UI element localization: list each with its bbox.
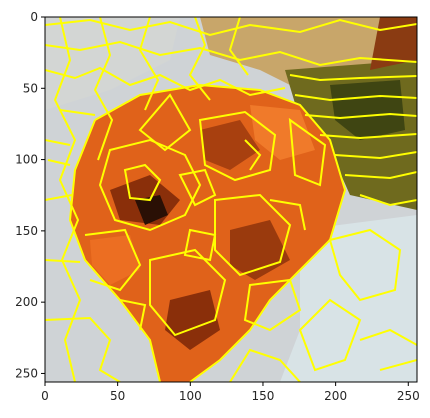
pale-top-left-region: [45, 17, 180, 110]
segmentation-overlay: [45, 17, 417, 382]
flower-dark-patch-3: [230, 220, 290, 280]
y-tick-label: 0: [30, 10, 38, 24]
flower-brown-center: [135, 195, 168, 225]
x-tick-label: 250: [397, 389, 420, 403]
flower-dark-patch-4: [165, 290, 220, 350]
y-tick-label: 200: [15, 295, 38, 309]
flower-light-patch-1: [250, 105, 315, 160]
axes-frame: [44, 16, 418, 383]
y-tick-label: 250: [15, 366, 38, 380]
x-axis-ticks: 0 50 100 150 200 250: [41, 382, 420, 403]
flower-light-patch-2: [90, 235, 140, 285]
image-plot-area: [45, 17, 417, 382]
y-axis-ticks: 0 50 100 150 200 250: [15, 10, 45, 380]
x-tick-label: 150: [252, 389, 275, 403]
x-tick-label: 100: [179, 389, 202, 403]
y-tick-label: 50: [23, 81, 38, 95]
flower-dark-patch-2: [200, 120, 260, 170]
x-tick-label: 200: [324, 389, 347, 403]
x-tick-label: 0: [41, 389, 49, 403]
y-tick-label: 150: [15, 224, 38, 238]
y-tick-label: 100: [15, 153, 38, 167]
x-tick-label: 50: [110, 389, 125, 403]
leaf-dark-region: [330, 80, 405, 140]
